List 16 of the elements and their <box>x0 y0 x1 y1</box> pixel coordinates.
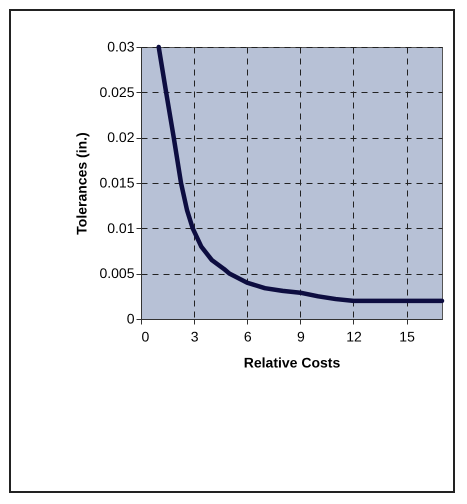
line-series <box>156 44 444 304</box>
y-tick-label: 0 <box>126 310 135 326</box>
y-tick-label: 0.015 <box>99 174 135 190</box>
x-tick-label: 12 <box>346 328 362 344</box>
x-tick-label: 0 <box>142 328 150 344</box>
y-axis-title: Tolerances (in.) <box>73 132 90 235</box>
y-tick-label: 0.025 <box>99 84 135 100</box>
x-tick-label: 15 <box>399 328 416 344</box>
x-tick-label: 6 <box>244 328 252 344</box>
x-tick-label: 9 <box>296 328 305 344</box>
y-tick-label: 0.005 <box>99 265 135 282</box>
x-axis-title: Relative Costs <box>244 354 340 370</box>
y-tick-label: 0.02 <box>107 129 135 146</box>
x-tick-label: 3 <box>190 328 199 344</box>
y-tick-label: 0.01 <box>107 220 135 236</box>
y-tick-label: 0.03 <box>107 38 135 54</box>
